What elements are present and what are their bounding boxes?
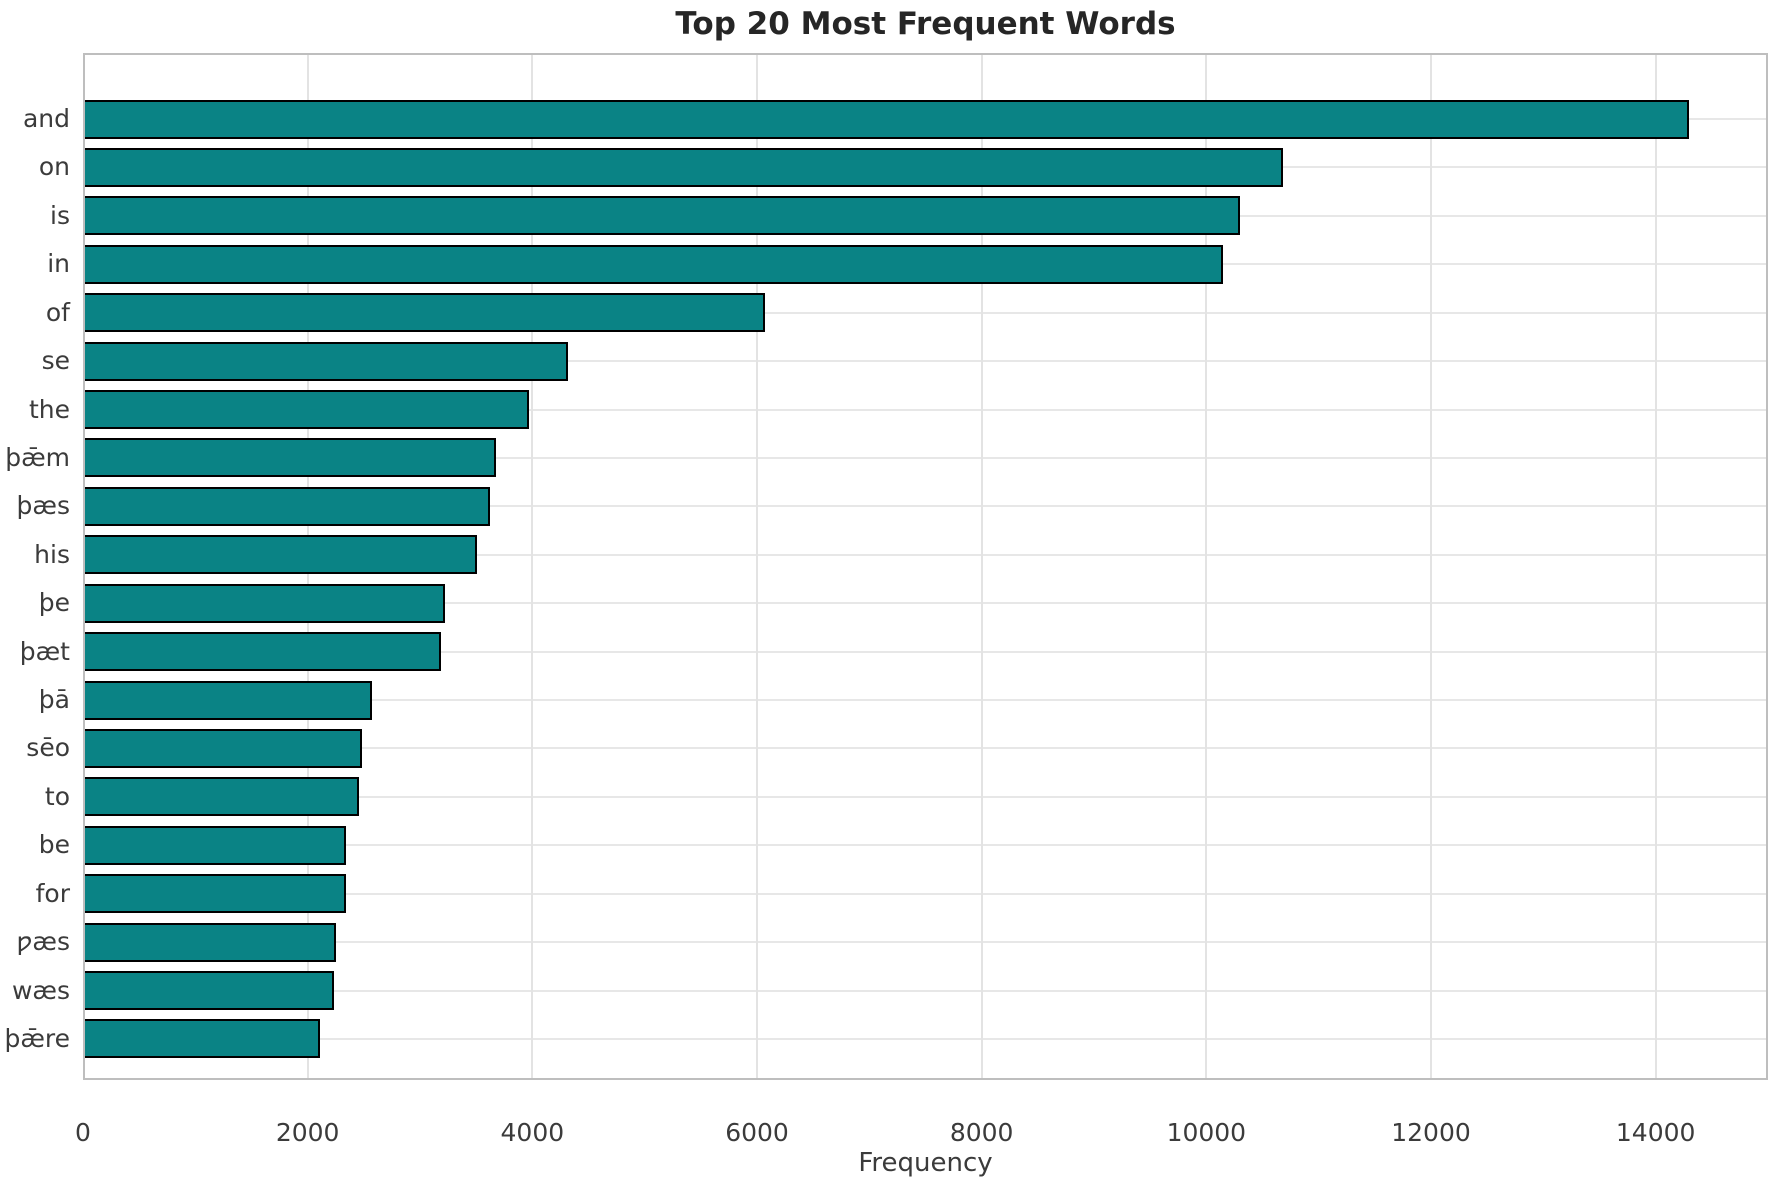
horizontal-gridline bbox=[83, 699, 1768, 702]
horizontal-gridline bbox=[83, 408, 1768, 411]
y-tick-label: and bbox=[22, 104, 70, 133]
horizontal-gridline bbox=[83, 844, 1768, 847]
y-tick-label: þǣre bbox=[4, 1023, 70, 1053]
bars-layer bbox=[83, 53, 1768, 1080]
bar-þæs bbox=[83, 486, 490, 526]
y-tick-label: on bbox=[38, 152, 70, 182]
horizontal-gridline bbox=[83, 747, 1768, 750]
x-tick-label: 4000 bbox=[500, 1118, 565, 1147]
bar-þā bbox=[83, 680, 372, 720]
bar-and bbox=[83, 99, 1690, 139]
x-tick-label: 14000 bbox=[1615, 1118, 1696, 1147]
horizontal-gridline bbox=[83, 602, 1768, 605]
left-spine bbox=[83, 53, 85, 1080]
y-tick-label: to bbox=[44, 781, 70, 811]
vertical-gridline bbox=[1654, 53, 1657, 1080]
x-tick-label: 0 bbox=[75, 1118, 91, 1147]
bar-on bbox=[83, 147, 1283, 187]
y-tick-label: þæs bbox=[16, 491, 70, 521]
bar-se bbox=[83, 341, 569, 381]
horizontal-gridline bbox=[83, 553, 1768, 556]
bar-þe bbox=[83, 583, 445, 623]
bar-sēo bbox=[83, 728, 362, 768]
horizontal-gridline bbox=[83, 505, 1768, 508]
y-tick-label: be bbox=[38, 830, 70, 860]
bar-þǣm bbox=[83, 438, 497, 478]
horizontal-gridline bbox=[83, 989, 1768, 992]
axes-spines bbox=[83, 53, 1768, 1080]
bar-his bbox=[83, 535, 478, 575]
x-tick-label: 10000 bbox=[1166, 1118, 1247, 1147]
bar-be bbox=[83, 825, 347, 865]
bar-ƿæs bbox=[83, 922, 336, 962]
y-tick-label: þā bbox=[38, 685, 70, 715]
horizontal-gridline bbox=[83, 892, 1768, 895]
bar-þæt bbox=[83, 632, 442, 672]
horizontal-gridline bbox=[83, 456, 1768, 459]
y-tick-label: his bbox=[34, 539, 70, 569]
horizontal-gridline bbox=[83, 795, 1768, 798]
y-tick-label: the bbox=[28, 394, 70, 424]
horizontal-gridline bbox=[83, 650, 1768, 653]
vertical-gridline bbox=[531, 53, 534, 1080]
bar-of bbox=[83, 293, 765, 333]
y-tick-label: is bbox=[50, 200, 70, 230]
horizontal-gridline bbox=[83, 360, 1768, 363]
vertical-gridline bbox=[756, 53, 758, 1080]
x-axis-title: Frequency bbox=[858, 1148, 993, 1178]
y-tick-label: of bbox=[45, 297, 70, 327]
x-tick-label: 12000 bbox=[1391, 1118, 1471, 1147]
bar-wæs bbox=[83, 971, 334, 1011]
vertical-gridline bbox=[980, 53, 983, 1080]
horizontal-gridline bbox=[83, 941, 1768, 944]
bar-to bbox=[83, 777, 360, 817]
top-spine bbox=[83, 53, 1768, 55]
bar-the bbox=[83, 390, 529, 430]
y-tick-label: wæs bbox=[11, 975, 70, 1005]
bar-in bbox=[83, 244, 1224, 284]
chart-title: Top 20 Most Frequent Words bbox=[675, 6, 1176, 42]
bar-þǣre bbox=[83, 1019, 321, 1059]
x-tick-label: 8000 bbox=[949, 1118, 1014, 1147]
y-tick-label: for bbox=[35, 878, 70, 908]
y-tick-label: se bbox=[41, 346, 70, 376]
vertical-gridline bbox=[1430, 53, 1432, 1080]
x-tick-label: 2000 bbox=[275, 1118, 340, 1147]
x-tick-label: 6000 bbox=[725, 1118, 789, 1147]
y-tick-label: þe bbox=[38, 588, 70, 618]
horizontal-gridline bbox=[83, 1037, 1768, 1040]
horizontal-gridline bbox=[83, 311, 1768, 314]
y-tick-label: þæt bbox=[19, 636, 70, 666]
y-tick-label: sēo bbox=[26, 733, 70, 763]
bar-is bbox=[83, 196, 1241, 236]
right-spine bbox=[1766, 53, 1768, 1080]
y-tick-label: in bbox=[47, 249, 70, 279]
vertical-gridline bbox=[1205, 53, 1208, 1080]
plot-area bbox=[83, 53, 1768, 1080]
bar-for bbox=[83, 874, 346, 914]
y-tick-label: þǣm bbox=[5, 442, 70, 472]
y-tick-label: ƿæs bbox=[16, 927, 70, 957]
bottom-spine bbox=[83, 1078, 1768, 1080]
